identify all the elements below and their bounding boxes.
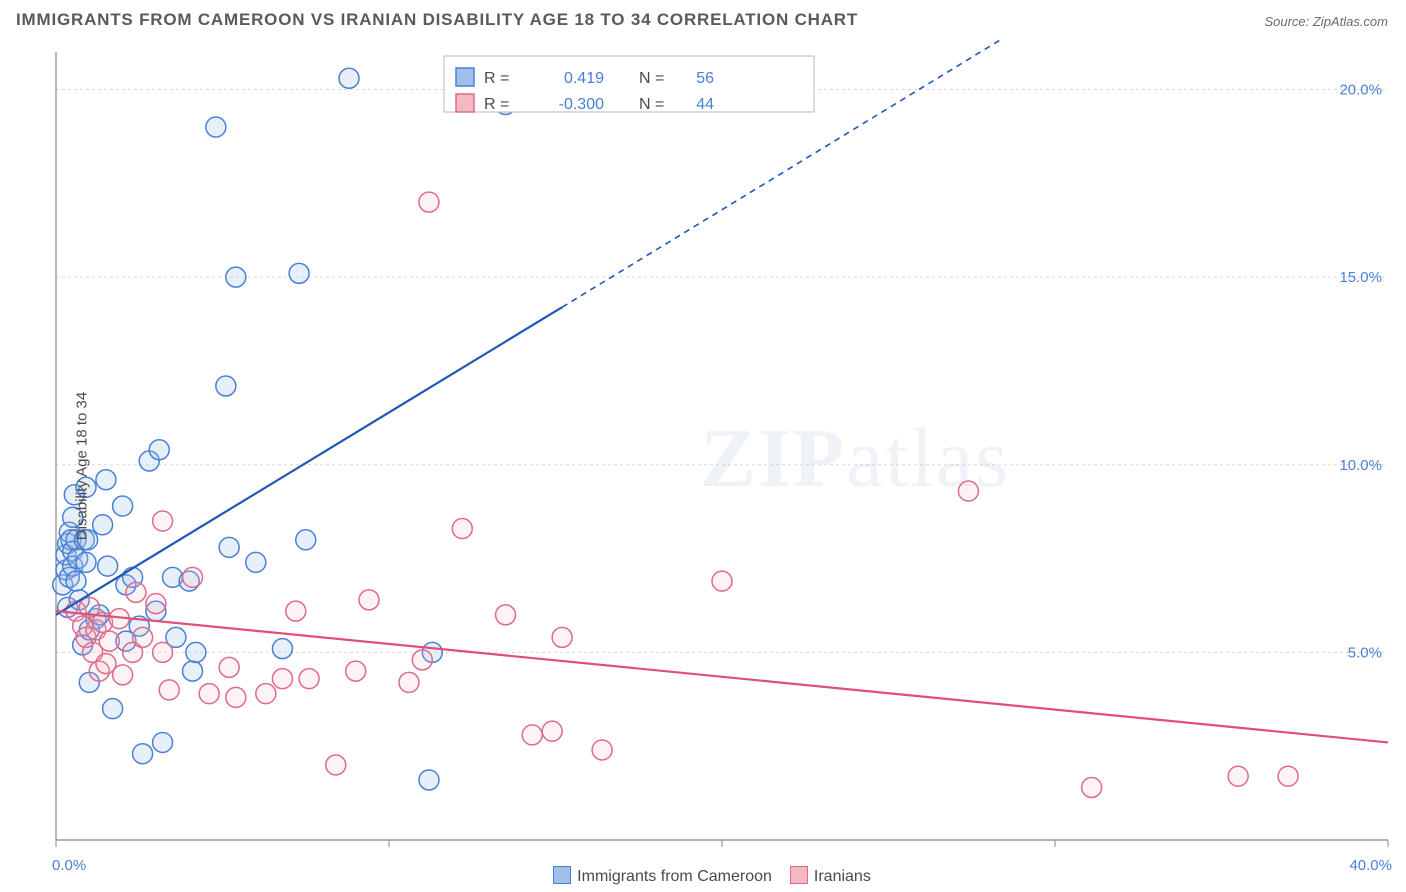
legend-r-label: R = bbox=[484, 70, 509, 87]
data-point bbox=[96, 470, 116, 490]
data-point bbox=[419, 192, 439, 212]
data-point bbox=[206, 117, 226, 137]
legend-r-label: R = bbox=[484, 96, 509, 113]
data-point bbox=[592, 740, 612, 760]
data-point bbox=[159, 680, 179, 700]
data-point bbox=[149, 440, 169, 460]
data-point bbox=[183, 567, 203, 587]
data-point bbox=[339, 68, 359, 88]
data-point bbox=[66, 571, 86, 591]
data-point bbox=[326, 755, 346, 775]
data-point bbox=[496, 605, 516, 625]
data-point bbox=[153, 511, 173, 531]
data-point bbox=[299, 669, 319, 689]
data-point bbox=[272, 669, 292, 689]
data-point bbox=[93, 515, 113, 535]
data-point bbox=[146, 594, 166, 614]
data-point bbox=[113, 665, 133, 685]
data-point bbox=[272, 639, 292, 659]
legend-n-label: N = bbox=[639, 70, 664, 87]
legend-series-label: Immigrants from Cameroon bbox=[577, 868, 772, 885]
legend-r-value: -0.300 bbox=[559, 96, 604, 113]
data-point bbox=[226, 687, 246, 707]
data-point bbox=[286, 601, 306, 621]
y-tick-label: 15.0% bbox=[1339, 269, 1382, 286]
data-point bbox=[452, 519, 472, 539]
legend-r-value: 0.419 bbox=[564, 70, 604, 87]
data-point bbox=[1228, 766, 1248, 786]
data-point bbox=[226, 267, 246, 287]
data-point bbox=[289, 263, 309, 283]
data-point bbox=[1082, 777, 1102, 797]
data-point bbox=[153, 642, 173, 662]
data-point bbox=[296, 530, 316, 550]
data-point bbox=[98, 556, 118, 576]
data-point bbox=[103, 699, 123, 719]
data-point bbox=[219, 537, 239, 557]
legend-series-label: Iranians bbox=[814, 868, 871, 885]
data-point bbox=[133, 627, 153, 647]
data-point bbox=[1278, 766, 1298, 786]
data-point bbox=[522, 725, 542, 745]
data-point bbox=[183, 661, 203, 681]
data-point bbox=[712, 571, 732, 591]
legend-swatch bbox=[790, 866, 808, 884]
data-point bbox=[419, 770, 439, 790]
trend-line bbox=[56, 307, 562, 615]
chart-title: IMMIGRANTS FROM CAMEROON VS IRANIAN DISA… bbox=[16, 10, 858, 29]
trend-line bbox=[56, 611, 1388, 742]
data-point bbox=[359, 590, 379, 610]
scatter-plot: 5.0%10.0%15.0%20.0%0.0%40.0%R =0.419N =5… bbox=[0, 40, 1406, 892]
data-point bbox=[552, 627, 572, 647]
data-point bbox=[346, 661, 366, 681]
data-point bbox=[113, 496, 133, 516]
source-attribution: Source: ZipAtlas.com bbox=[1264, 14, 1388, 29]
legend-bottom: Immigrants from Cameroon Iranians bbox=[0, 866, 1406, 886]
data-point bbox=[246, 552, 266, 572]
legend-n-label: N = bbox=[639, 96, 664, 113]
legend-n-value: 44 bbox=[696, 96, 714, 113]
y-tick-label: 5.0% bbox=[1348, 644, 1382, 661]
data-point bbox=[133, 744, 153, 764]
legend-swatch bbox=[553, 866, 571, 884]
y-tick-label: 20.0% bbox=[1339, 82, 1382, 99]
data-point bbox=[219, 657, 239, 677]
data-point bbox=[399, 672, 419, 692]
source-link[interactable]: ZipAtlas.com bbox=[1313, 14, 1388, 29]
data-point bbox=[99, 631, 119, 651]
data-point bbox=[216, 376, 236, 396]
y-axis-label: Disability Age 18 to 34 bbox=[74, 392, 91, 540]
data-point bbox=[542, 721, 562, 741]
data-point bbox=[958, 481, 978, 501]
data-point bbox=[412, 650, 432, 670]
chart-header: IMMIGRANTS FROM CAMEROON VS IRANIAN DISA… bbox=[0, 0, 1406, 40]
legend-n-value: 56 bbox=[696, 70, 714, 87]
y-tick-label: 10.0% bbox=[1339, 457, 1382, 474]
legend-swatch bbox=[456, 94, 474, 112]
chart-area: Disability Age 18 to 34 5.0% 10.0% 15.0% 20… bbox=[0, 40, 1406, 892]
data-point bbox=[256, 684, 276, 704]
legend-swatch bbox=[456, 68, 474, 86]
data-point bbox=[199, 684, 219, 704]
data-point bbox=[186, 642, 206, 662]
data-point bbox=[153, 732, 173, 752]
data-point bbox=[76, 552, 96, 572]
data-point bbox=[126, 582, 146, 602]
source-prefix: Source: bbox=[1264, 14, 1312, 29]
